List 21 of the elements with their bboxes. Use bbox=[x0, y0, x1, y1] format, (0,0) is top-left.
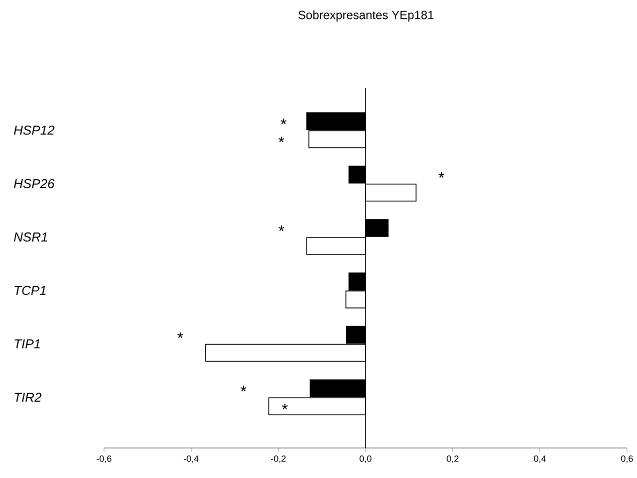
x-tick-label: 0,4 bbox=[534, 456, 546, 463]
x-tick-label: -0,4 bbox=[184, 456, 199, 463]
x-tick-label: -0,6 bbox=[96, 456, 112, 463]
x-tick-label: 0,6 bbox=[621, 456, 633, 463]
data-label: * bbox=[282, 404, 288, 410]
data-label: * bbox=[438, 172, 444, 178]
x-tick-label: 0,2 bbox=[446, 456, 458, 463]
data-label: * bbox=[240, 386, 246, 392]
y-tick-label: TIP1 bbox=[14, 339, 40, 348]
data-label: * bbox=[278, 136, 284, 142]
y-tick-label: HSP26 bbox=[14, 179, 55, 188]
y-tick-label: TIR2 bbox=[14, 392, 42, 402]
data-label: * bbox=[177, 332, 184, 338]
chart-title: Sobrexpresantes YEp181 bbox=[298, 10, 434, 22]
x-tick-label: 0,0 bbox=[360, 456, 372, 463]
x-tick-label: -0,2 bbox=[271, 456, 286, 463]
data-label: * bbox=[280, 118, 286, 124]
data-label: * bbox=[278, 226, 284, 232]
y-tick-label: NSR1 bbox=[14, 232, 47, 242]
y-tick-label: TCP1 bbox=[14, 286, 46, 296]
y-tick-label: HSP12 bbox=[14, 126, 54, 135]
